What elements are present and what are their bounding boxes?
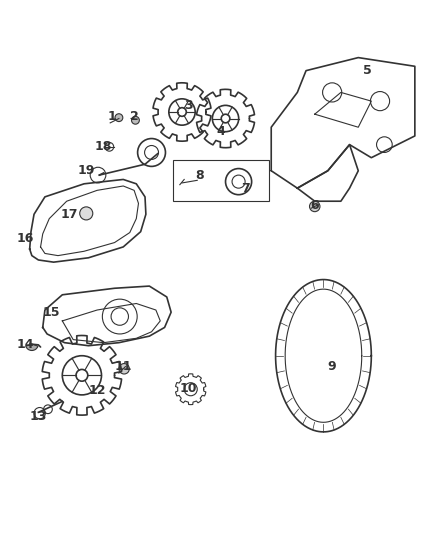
Text: 13: 13 [30, 410, 47, 423]
Circle shape [80, 207, 93, 220]
Bar [173, 160, 269, 201]
Circle shape [115, 114, 123, 122]
Circle shape [119, 364, 129, 374]
Text: 18: 18 [95, 140, 113, 154]
Text: 8: 8 [195, 168, 204, 182]
Text: 2: 2 [130, 110, 138, 123]
Text: 9: 9 [328, 360, 336, 373]
Text: 10: 10 [180, 382, 197, 395]
Text: 1: 1 [108, 110, 117, 123]
Text: 6: 6 [311, 199, 319, 212]
Text: 19: 19 [78, 164, 95, 177]
Circle shape [310, 201, 320, 212]
Text: 17: 17 [60, 208, 78, 221]
Text: 5: 5 [363, 64, 371, 77]
Text: 15: 15 [42, 306, 60, 319]
Text: 12: 12 [88, 384, 106, 397]
Text: 7: 7 [241, 182, 250, 195]
Text: 11: 11 [114, 360, 132, 373]
Text: 3: 3 [184, 99, 193, 112]
Text: 14: 14 [17, 338, 34, 351]
Circle shape [131, 116, 139, 124]
Text: 16: 16 [17, 232, 34, 245]
Wedge shape [26, 344, 38, 351]
Text: 4: 4 [217, 125, 226, 138]
